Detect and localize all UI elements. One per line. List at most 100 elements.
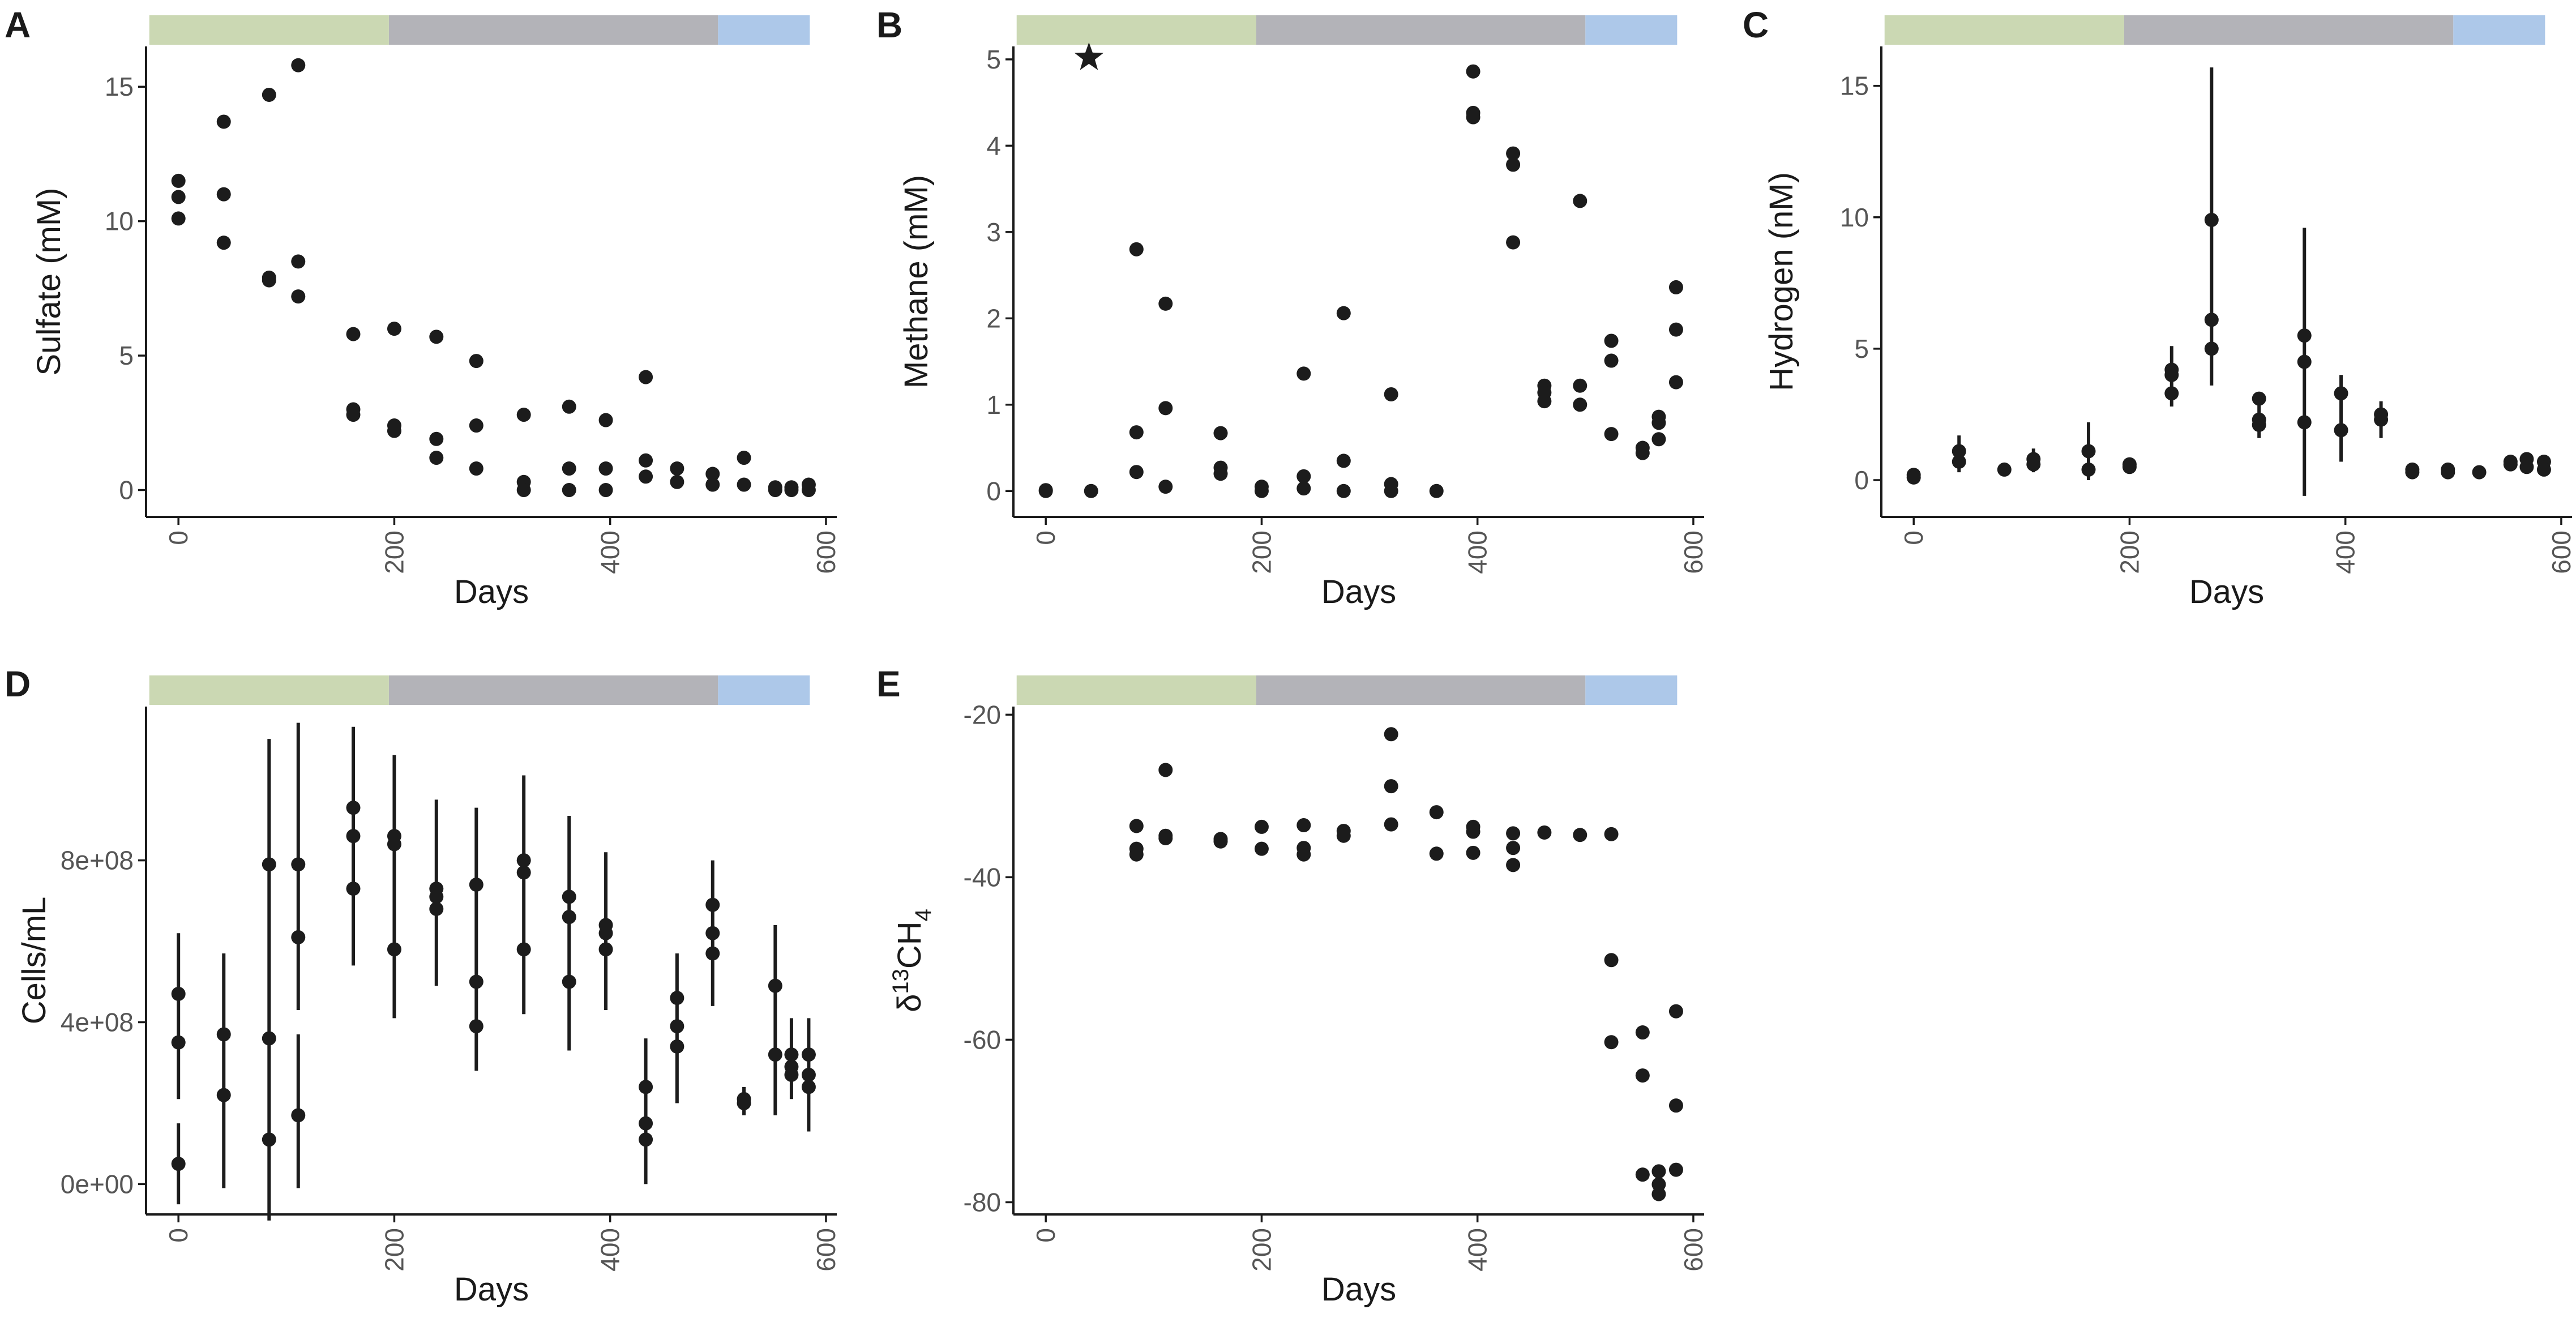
- data-point: [429, 889, 444, 904]
- y-tick-label: 3: [986, 217, 1001, 247]
- data-point: [2204, 313, 2219, 327]
- x-tick-label: 200: [1247, 530, 1276, 574]
- phase-bar-segment: [1256, 675, 1586, 705]
- y-tick-label: 15: [105, 72, 134, 101]
- data-point: [1336, 453, 1351, 468]
- data-point: [171, 211, 186, 226]
- data-point: [1506, 235, 1521, 250]
- data-point: [469, 1019, 483, 1034]
- data-point: [1213, 834, 1228, 849]
- data-point: [1296, 818, 1311, 833]
- data-point: [705, 926, 720, 940]
- data-point: [2297, 354, 2312, 369]
- data-point: [1635, 446, 1650, 460]
- y-tick-label: 15: [1840, 71, 1869, 101]
- data-point: [516, 865, 531, 880]
- data-point: [216, 1088, 231, 1102]
- data-point: [598, 461, 613, 476]
- y-tick-label: 5: [1854, 334, 1869, 363]
- data-point: [784, 1047, 799, 1062]
- data-point: [1158, 296, 1173, 311]
- data-point: [562, 461, 576, 476]
- x-tick-label: 0: [1031, 1228, 1060, 1243]
- y-tick-label: 2: [986, 303, 1001, 333]
- data-point: [639, 1116, 653, 1131]
- data-point: [1537, 825, 1552, 840]
- data-point: [1429, 846, 1444, 861]
- data-point: [1651, 1164, 1666, 1179]
- x-tick-label: 400: [1463, 1228, 1492, 1272]
- data-point: [1129, 847, 1144, 862]
- data-point: [2405, 465, 2420, 480]
- x-tick-label: 600: [811, 530, 841, 574]
- data-point: [768, 483, 782, 498]
- data-point: [291, 289, 306, 304]
- data-point: [429, 431, 444, 446]
- x-tick-label: 400: [1463, 530, 1492, 574]
- phase-bar-segment: [1585, 15, 1678, 45]
- data-point: [1997, 462, 2012, 477]
- data-point: [1384, 817, 1398, 832]
- data-point: [1604, 333, 1619, 348]
- data-point: [705, 897, 720, 912]
- panel-a: A 0 5 10 15 0 200 400 600 Days Sulfate (mM): [5, 5, 841, 610]
- data-point: [2334, 386, 2348, 401]
- data-point: [387, 942, 401, 957]
- data-point: [1668, 1004, 1683, 1019]
- data-point: [2122, 460, 2137, 474]
- y-axis-label: Methane (mM): [898, 175, 935, 388]
- panel-c: C 0 5 10 15 0 200 400 600 Days Hydrogen (nM): [1743, 5, 2576, 610]
- data-point: [1158, 401, 1173, 416]
- data-point: [1651, 1187, 1666, 1201]
- phase-bar-segment: [1884, 15, 2124, 45]
- y-axis-label: Cells/mL: [16, 897, 53, 1025]
- data-point: [768, 1047, 782, 1062]
- data-point: [171, 190, 186, 204]
- data-point: [469, 877, 483, 892]
- data-point: [1129, 242, 1144, 256]
- y-tick-label: 10: [105, 207, 134, 236]
- data-point: [2164, 367, 2179, 382]
- x-axis-label: Days: [454, 1271, 529, 1308]
- data-point: [346, 882, 361, 896]
- data-point: [2536, 462, 2551, 477]
- y-tick-label: 0: [986, 476, 1001, 506]
- data-point: [2081, 462, 2096, 477]
- data-point: [346, 408, 361, 422]
- y-axis-label: Hydrogen (nM): [1763, 172, 1800, 391]
- panel-e: E -80 -60 -40 -20 0 200 400 600 Days δ13CH4: [876, 664, 1708, 1308]
- x-tick-label: 200: [379, 1228, 409, 1272]
- x-tick-label: 0: [1031, 530, 1060, 545]
- data-point: [1158, 831, 1173, 846]
- data-point: [387, 322, 401, 336]
- x-tick-label: 0: [164, 1228, 193, 1243]
- data-point: [1604, 1035, 1619, 1050]
- data-point: [1668, 1098, 1683, 1113]
- data-point: [639, 453, 653, 468]
- data-point: [1668, 280, 1683, 294]
- panel-label: B: [876, 5, 902, 45]
- data-point: [516, 408, 531, 422]
- data-point: [670, 461, 684, 476]
- data-point: [562, 399, 576, 414]
- data-point: [1158, 763, 1173, 777]
- data-point: [801, 483, 816, 498]
- data-point: [1084, 484, 1098, 498]
- data-point: [1635, 1025, 1650, 1040]
- data-point: [216, 236, 231, 250]
- data-point: [1296, 469, 1311, 484]
- data-point: [705, 467, 720, 481]
- data-point: [1254, 841, 1269, 856]
- data-point: [1506, 858, 1521, 872]
- y-tick-label: 8e+08: [61, 846, 134, 875]
- data-point: [1604, 353, 1619, 368]
- data-point: [346, 829, 361, 844]
- data-point: [1213, 467, 1228, 481]
- data-point: [768, 978, 782, 993]
- y-tick-label: 5: [119, 341, 134, 370]
- data-point: [1506, 146, 1521, 161]
- panel-label: A: [5, 5, 31, 45]
- data-point: [1254, 484, 1269, 498]
- panel-label: E: [876, 664, 901, 704]
